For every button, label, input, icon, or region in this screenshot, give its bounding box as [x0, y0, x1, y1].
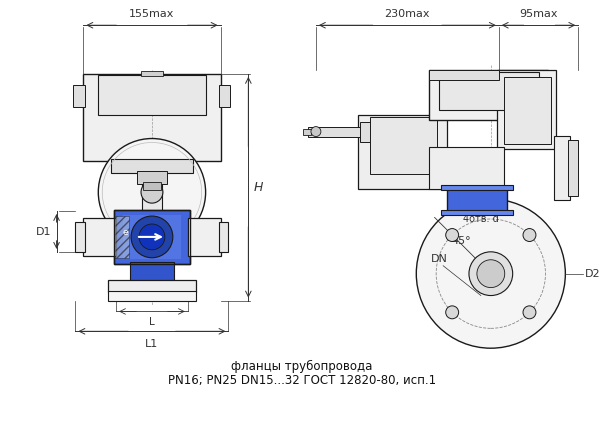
Text: L1: L1	[145, 339, 159, 349]
Bar	[188, 218, 221, 256]
Bar	[370, 117, 437, 174]
Bar	[108, 290, 196, 301]
Bar	[123, 215, 181, 259]
Bar	[137, 171, 167, 184]
Text: 155max: 155max	[130, 9, 174, 19]
Bar	[108, 280, 196, 292]
Bar	[74, 85, 85, 107]
Circle shape	[139, 224, 165, 250]
Bar	[111, 159, 193, 173]
Bar	[439, 72, 539, 110]
Text: 45°: 45°	[451, 236, 471, 246]
Bar	[114, 210, 190, 264]
Bar	[429, 147, 504, 189]
Bar	[429, 70, 548, 119]
Circle shape	[311, 127, 321, 137]
Circle shape	[98, 139, 206, 246]
Circle shape	[523, 306, 536, 319]
Text: H: H	[254, 181, 263, 194]
Text: D2: D2	[586, 269, 601, 279]
Circle shape	[416, 199, 565, 348]
Circle shape	[446, 229, 458, 242]
Bar	[141, 71, 163, 76]
Circle shape	[469, 252, 513, 296]
Bar	[142, 182, 162, 212]
Text: 230max: 230max	[385, 9, 430, 19]
Bar	[441, 210, 513, 215]
Bar	[75, 222, 85, 252]
Bar	[115, 216, 129, 258]
Bar	[218, 85, 230, 107]
Bar	[83, 74, 221, 161]
Circle shape	[141, 181, 163, 203]
Bar	[308, 127, 362, 137]
Bar	[218, 222, 229, 252]
Bar	[358, 115, 447, 189]
Bar	[360, 122, 375, 142]
Bar	[83, 218, 116, 256]
Text: PN16; PN25 DN15...32 ГОСТ 12820-80, исп.1: PN16; PN25 DN15...32 ГОСТ 12820-80, исп.…	[168, 374, 436, 388]
Bar	[130, 262, 174, 281]
Text: фланцы трубопровода: фланцы трубопровода	[231, 360, 373, 373]
Bar	[303, 129, 311, 135]
Circle shape	[523, 229, 536, 242]
Circle shape	[446, 306, 458, 319]
Bar	[114, 210, 190, 264]
Text: 4отв. d: 4отв. d	[463, 214, 499, 224]
Bar	[497, 70, 556, 150]
Text: L: L	[149, 317, 155, 327]
Bar	[568, 139, 578, 196]
Bar	[441, 185, 513, 190]
Circle shape	[477, 260, 505, 288]
Text: D1: D1	[36, 227, 52, 237]
Bar	[504, 77, 551, 144]
Text: DN: DN	[431, 254, 448, 264]
Bar	[98, 75, 206, 115]
Bar	[447, 187, 506, 212]
Circle shape	[131, 216, 173, 258]
Bar	[429, 70, 499, 80]
Text: 95max: 95max	[519, 9, 558, 19]
Bar	[143, 182, 161, 190]
Bar	[554, 135, 570, 200]
Text: e: e	[122, 228, 128, 238]
